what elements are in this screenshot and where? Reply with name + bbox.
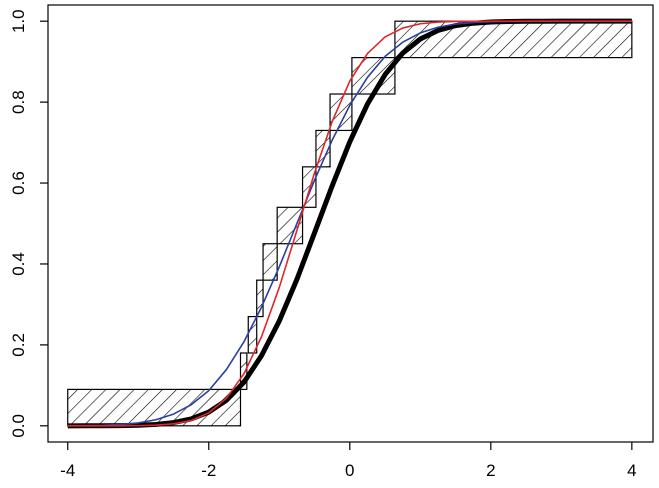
confidence-band bbox=[351, 57, 396, 95]
y-tick-label: 0.2 bbox=[9, 333, 28, 357]
confidence-band bbox=[262, 243, 278, 281]
x-tick-label: 4 bbox=[627, 461, 636, 480]
y-tick-label: 0.6 bbox=[9, 171, 28, 195]
x-tick-label: -4 bbox=[60, 461, 75, 480]
x-tick-label: 0 bbox=[345, 461, 354, 480]
y-tick-label: 1.0 bbox=[9, 9, 28, 33]
confidence-band bbox=[239, 352, 248, 390]
y-tick-label: 0.0 bbox=[9, 414, 28, 438]
cdf-line bbox=[67, 20, 632, 427]
confidence-band bbox=[329, 93, 353, 132]
x-tick-label: -2 bbox=[201, 461, 216, 480]
confidence-band bbox=[256, 279, 264, 318]
confidence-band bbox=[247, 315, 258, 354]
x-tick-label: 2 bbox=[486, 461, 495, 480]
y-tick-label: 0.8 bbox=[9, 90, 28, 114]
confidence-band bbox=[394, 20, 633, 59]
plot-frame bbox=[47, 4, 654, 443]
y-tick-label: 0.4 bbox=[9, 252, 28, 276]
